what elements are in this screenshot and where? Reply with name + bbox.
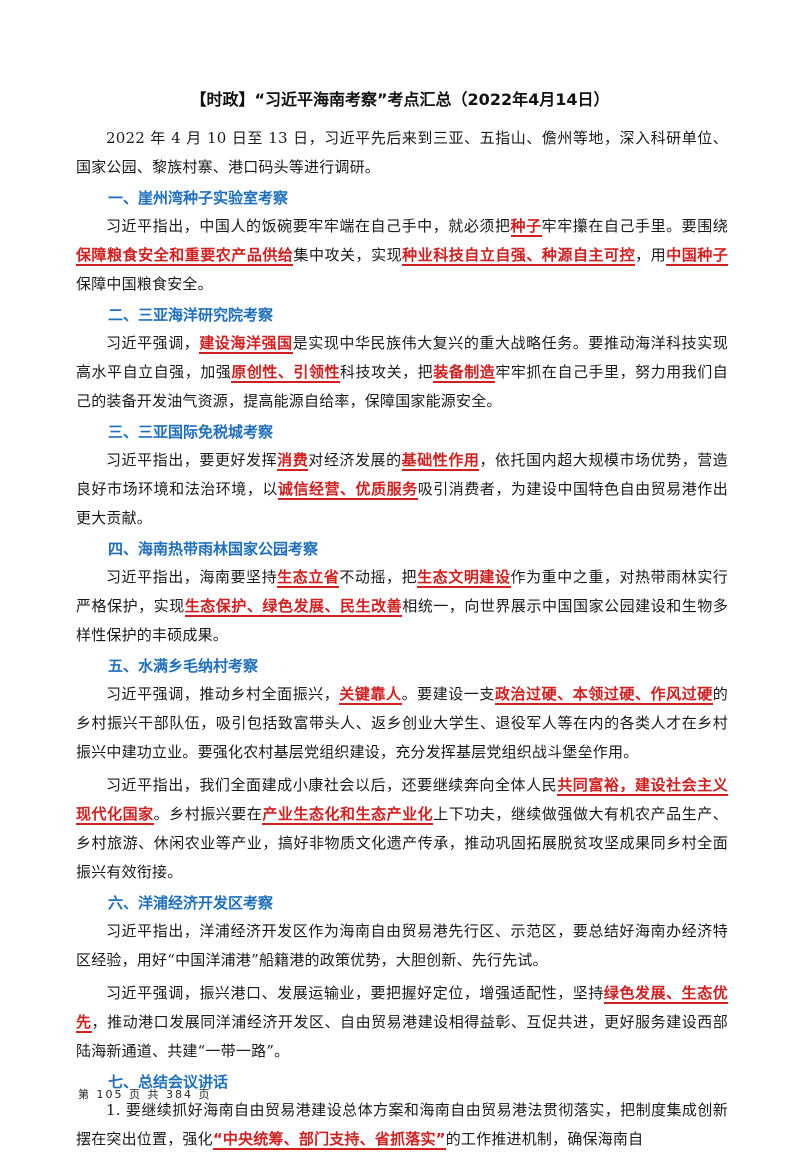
- paragraph-text: 集中攻关，实现: [293, 246, 403, 264]
- section-7-paragraph: 1. 要继续抓好海南自由贸易港建设总体方案和海南自由贸易港法贯彻落实，把制度集成…: [76, 1096, 728, 1154]
- highlighted-term: 生态保护、绿色发展、民生改善: [184, 597, 403, 617]
- paragraph-text: 习近平强调，振兴港口、发展运输业，要把握好定位，增强适配性，坚持: [106, 984, 604, 1002]
- paragraph-text: 科技攻关，把: [340, 363, 434, 381]
- highlighted-term: 产业生态化和生态产业化: [262, 805, 434, 825]
- section-heading-1: 一、崖州湾种子实验室考察: [108, 189, 289, 207]
- section-6-paragraph-1: 习近平指出，洋浦经济开发区作为海南自由贸易港先行区、示范区，要总结好海南办经济特…: [76, 917, 728, 975]
- document-body: 2022 年 4 月 10 日至 13 日，习近平先后来到三亚、五指山、儋州等地…: [76, 124, 729, 1154]
- highlighted-term: 绿色发展、生态优先: [76, 984, 729, 1033]
- highlighted-term: 种子: [510, 217, 542, 237]
- highlighted-term: 基础性作用: [401, 451, 480, 471]
- highlighted-term: “中央统筹、部门支持、省抓落实”: [212, 1130, 446, 1150]
- highlighted-term: 中国种子: [666, 246, 728, 266]
- section-5-paragraph-2: 习近平指出，我们全面建成小康社会以后，还要继续奔向全体人民共同富裕，建设社会主义…: [76, 771, 728, 887]
- section-heading-7: 七、总结会议讲话: [108, 1073, 229, 1091]
- page-title: 【时政】“习近平海南考察”考点汇总（2022年4月14日）: [190, 90, 610, 109]
- paragraph-text: ，用: [635, 246, 667, 264]
- highlighted-term: 装备制造: [433, 363, 496, 383]
- paragraph-text: 习近平强调，推动乡村全面振兴，: [106, 685, 340, 703]
- highlighted-term: 原创性、引领性: [231, 363, 341, 383]
- paragraph-text: 相统一，向世界展示中国国家公园建设和生物多样性保护的丰硕成果。: [76, 597, 729, 644]
- section-heading-4: 四、海南热带雨林国家公园考察: [108, 540, 319, 558]
- paragraph-text: ，依托国内超大规模市场优势，营造良好市场环境和法治环境，以: [76, 451, 729, 498]
- paragraph-text: 的乡村振兴干部队伍，吸引包括致富带头人、返乡创业大学生、退役军人等在内的各类人才…: [76, 685, 728, 761]
- highlighted-term: 保障粮食安全和重要农产品供给: [76, 246, 294, 266]
- paragraph-text: 习近平强调，: [106, 334, 200, 352]
- section-heading-6: 六、洋浦经济开发区考察: [108, 894, 274, 912]
- paragraph-text: 习近平指出，海南要坚持: [106, 568, 278, 586]
- paragraph-text: 。乡村振兴要在: [153, 805, 263, 823]
- paragraph-text: 牢牢抓在自己手里，努力用我们自己的装备开发油气资源，提高能源自给率，保障国家能源…: [76, 363, 728, 410]
- section-2-paragraph: 习近平强调，建设海洋强国是实现中华民族伟大复兴的重大战略任务。要推动海洋科技实现…: [76, 329, 728, 416]
- paragraph-text: 习近平指出，我们全面建成小康社会以后，还要继续奔向全体人民: [106, 776, 558, 794]
- paragraph-text: 对经济发展的: [308, 451, 402, 469]
- section-heading-3: 三、三亚国际免税城考察: [108, 423, 274, 441]
- section-6-paragraph-2: 习近平强调，振兴港口、发展运输业，要把握好定位，增强适配性，坚持绿色发展、生态优…: [76, 979, 729, 1066]
- paragraph-text: 的工作推进机制，确保海南自: [445, 1130, 644, 1148]
- paragraph-text: 不动摇，把: [339, 568, 418, 586]
- highlighted-term: 种业科技自立自强、种源自主可控: [402, 246, 636, 266]
- highlighted-term: 建设海洋强国: [199, 334, 293, 354]
- paragraph-text: 上下功夫，继续做强做大有机农产品生产、乡村旅游、休闲农业等产业，搞好非物质文化遗…: [76, 805, 728, 881]
- section-heading-5: 五、水满乡毛纳村考察: [108, 657, 259, 675]
- paragraph-text: 习近平指出，中国人的饭碗要牢牢端在自己手中，就必须把: [106, 217, 511, 235]
- paragraph-text: 习近平指出，要更好发挥: [106, 451, 278, 469]
- section-1-paragraph: 习近平指出，中国人的饭碗要牢牢端在自己手中，就必须把种子牢牢攥在自己手里。要围绕…: [76, 212, 728, 299]
- highlighted-term: 生态文明建设: [417, 568, 511, 588]
- highlighted-term: 诚信经营、优质服务: [277, 480, 418, 500]
- paragraph-text: ，推动港口发展同洋浦经济开发区、自由贸易港建设相得益彰、互促共进，更好服务建设西…: [76, 1013, 728, 1060]
- paragraph-text: 吸引消费者，为建设中国特色自由贸易港作出更大贡献。: [76, 480, 728, 527]
- section-5-paragraph-1: 习近平强调，推动乡村全面振兴，关键靠人。要建设一支政治过硬、本领过硬、作风过硬的…: [76, 680, 728, 767]
- paragraph-text: 保障中国粮食安全。: [76, 275, 213, 293]
- intro-paragraph: 2022 年 4 月 10 日至 13 日，习近平先后来到三亚、五指山、儋州等地…: [76, 129, 728, 176]
- highlighted-term: 政治过硬、本领过硬、作风过硬: [494, 685, 713, 705]
- paragraph-text: 是实现中华民族伟大复兴的重大战略任务。要推动海洋科技实现高水平自立自强，加强: [76, 334, 729, 381]
- paragraph-text: 习近平指出，洋浦经济开发区作为海南自由贸易港先行区、示范区，要总结好海南办经济特…: [76, 922, 728, 969]
- highlighted-term: 共同富裕，建设社会主义现代化国家: [76, 776, 728, 825]
- section-3-paragraph: 习近平指出，要更好发挥消费对经济发展的基础性作用，依托国内超大规模市场优势，营造…: [76, 446, 728, 533]
- paragraph-text: 。要建设一支: [401, 685, 495, 703]
- highlighted-term: 生态立省: [277, 568, 340, 588]
- page-footer: 第 105 页 共 384 页: [78, 1088, 212, 1101]
- paragraph-text: 作为重中之重，对热带雨林实行严格保护，实现: [76, 568, 728, 615]
- paragraph-text: 牢牢攥在自己手里。要围绕: [541, 217, 729, 235]
- highlighted-term: 消费: [277, 451, 309, 471]
- highlighted-term: 关键靠人: [339, 685, 402, 705]
- section-4-paragraph: 习近平指出，海南要坚持生态立省不动摇，把生态文明建设作为重中之重，对热带雨林实行…: [76, 563, 728, 650]
- section-heading-2: 二、三亚海洋研究院考察: [108, 306, 274, 324]
